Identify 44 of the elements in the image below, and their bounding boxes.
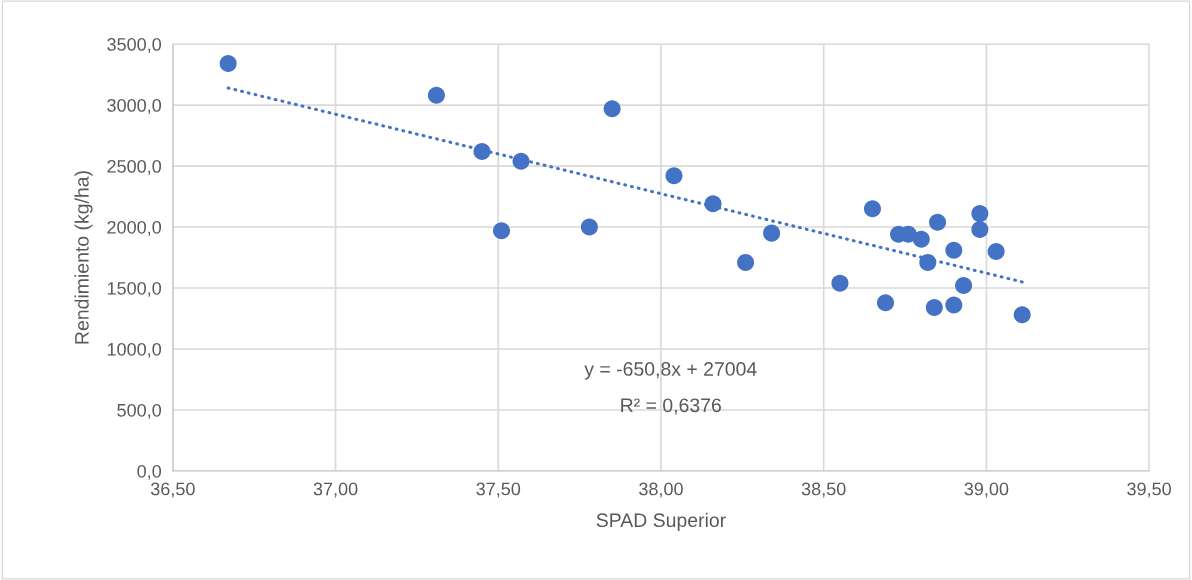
x-tick-label: 36,50 — [150, 482, 195, 498]
point — [925, 299, 943, 317]
point — [219, 55, 237, 73]
point — [427, 86, 445, 104]
y-tick-label: 3000,0 — [107, 99, 162, 114]
x-tick-label: 37,00 — [313, 482, 358, 498]
point — [945, 241, 963, 259]
y-tick-label: 500,0 — [117, 403, 162, 419]
point — [763, 224, 781, 242]
y-tick-label: 2500,0 — [107, 159, 162, 175]
point — [512, 152, 530, 170]
y-axis-title: Rendimiento (kg/ha) — [74, 171, 93, 344]
point — [737, 253, 755, 271]
x-tick-label: 37,50 — [476, 482, 521, 498]
point — [493, 222, 511, 240]
point — [971, 220, 989, 238]
y-tick-label: 2000,0 — [107, 220, 162, 236]
point — [603, 100, 621, 118]
point — [473, 142, 491, 160]
point — [987, 242, 1005, 260]
x-tick-label: 38,00 — [639, 482, 683, 498]
y-tick-label: 3500,0 — [107, 38, 162, 53]
y-tick-label: 0,0 — [137, 464, 162, 480]
x-axis-title: SPAD Superior — [596, 512, 726, 531]
point — [704, 195, 722, 213]
point — [971, 205, 989, 223]
x-tick-label: 39,50 — [1127, 482, 1171, 498]
point — [831, 274, 849, 292]
annotation: R² = 0,6376 — [621, 398, 721, 415]
point — [929, 213, 947, 231]
y-tick-label: 1000,0 — [107, 342, 162, 358]
point — [665, 167, 683, 185]
x-tick-label: 39,00 — [964, 482, 1009, 498]
point — [945, 296, 963, 314]
point — [919, 253, 937, 271]
point — [912, 230, 930, 248]
point — [877, 294, 895, 312]
x-tick-label: 38,50 — [801, 482, 846, 498]
annotation: y = -650,8x + 27004 — [584, 362, 757, 380]
y-tick-label: 1500,0 — [107, 281, 162, 297]
point — [955, 277, 973, 295]
point — [863, 200, 881, 218]
point — [580, 218, 598, 236]
point — [1013, 306, 1031, 324]
